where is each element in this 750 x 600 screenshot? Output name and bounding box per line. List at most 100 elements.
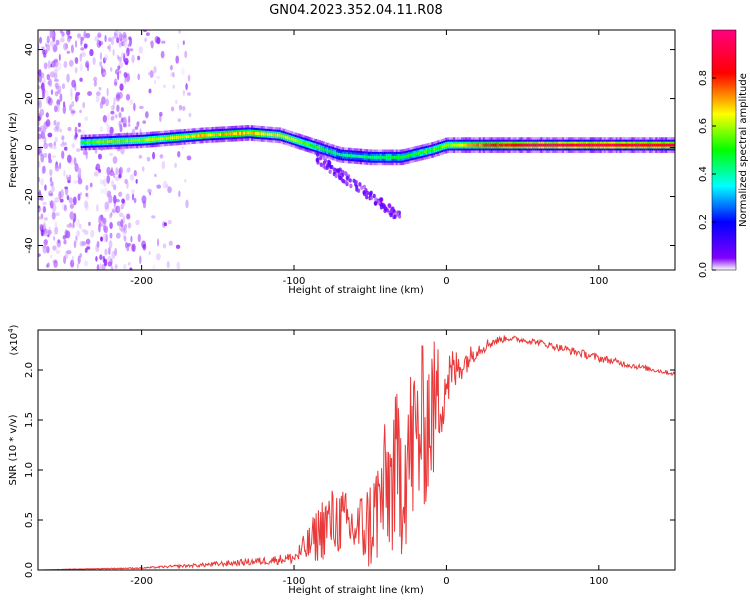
noise-speckle	[99, 179, 105, 185]
ridge-cell	[673, 143, 675, 147]
noise-speckle	[163, 222, 168, 227]
noise-speckle	[43, 152, 48, 158]
ridge-cell	[399, 155, 403, 159]
noise-speckle	[107, 112, 110, 122]
noise-speckle	[135, 178, 138, 184]
spectrogram-xlabel: Height of straight line (km)	[288, 285, 424, 296]
ridge-cell	[377, 155, 381, 159]
ridge-cell	[150, 138, 153, 141]
trail-speckle	[316, 160, 320, 165]
noise-speckle	[106, 124, 111, 133]
noise-speckle	[42, 90, 45, 100]
ridge-cell	[595, 143, 599, 147]
ridge-cell	[425, 149, 428, 153]
noise-speckle	[56, 121, 60, 126]
noise-speckle	[77, 193, 81, 201]
ridge-cell	[629, 143, 633, 147]
trail-speckle	[338, 175, 342, 180]
noise-speckle	[182, 105, 186, 112]
ridge-cell	[423, 150, 427, 154]
noise-speckle	[167, 186, 172, 194]
ridge-cell	[401, 155, 405, 159]
noise-speckle	[95, 244, 100, 253]
noise-speckle	[77, 167, 82, 177]
noise-speckle	[107, 45, 110, 50]
ridge-cell	[181, 135, 185, 139]
noise-speckle	[156, 37, 161, 45]
noise-speckle	[123, 34, 128, 42]
ridge-cell	[435, 147, 438, 151]
ridge-cell	[82, 141, 86, 145]
noise-speckle	[79, 192, 82, 196]
noise-speckle	[146, 156, 151, 162]
snr-xlabel: Height of straight line (km)	[288, 585, 424, 596]
noise-speckle	[153, 66, 157, 74]
noise-speckle	[134, 126, 139, 130]
ridge-cell	[258, 132, 262, 136]
noise-speckle	[48, 78, 53, 88]
noise-speckle	[133, 169, 137, 177]
noise-speckle	[172, 84, 175, 89]
ridge-cell	[270, 133, 274, 137]
spectrogram-frame	[37, 29, 676, 271]
noise-speckle	[135, 219, 140, 226]
noise-speckle	[65, 174, 69, 180]
ridge-cell	[312, 144, 316, 148]
ridge-cell	[165, 136, 169, 140]
ridge-cell	[209, 133, 213, 137]
ridge-cell	[548, 143, 551, 147]
noise-speckle	[162, 243, 167, 249]
noise-speckle	[106, 166, 111, 176]
noise-speckle	[42, 221, 47, 230]
ridge-cell	[494, 143, 498, 147]
ridge-cell	[292, 138, 296, 142]
noise-speckle	[113, 96, 116, 105]
noise-speckle	[104, 207, 109, 213]
noise-speckle	[185, 199, 189, 209]
ridge-cell	[229, 132, 232, 136]
noise-speckle	[172, 72, 175, 78]
noise-speckle	[53, 72, 58, 80]
noise-speckle	[95, 163, 101, 171]
noise-speckle	[98, 168, 102, 173]
noise-speckle	[51, 31, 55, 38]
noise-speckle	[62, 235, 67, 240]
noise-speckle	[38, 122, 41, 126]
ridge-cell	[221, 132, 224, 136]
noise-speckle	[49, 71, 55, 78]
noise-speckle	[98, 215, 102, 225]
ridge-cell	[278, 133, 282, 137]
ridge-cell	[667, 143, 670, 147]
ridge-cell	[474, 143, 478, 147]
noise-speckle	[97, 153, 102, 160]
noise-speckle	[54, 136, 58, 143]
ridge-cell	[579, 143, 583, 147]
ridge-cell	[470, 143, 474, 147]
noise-speckle	[53, 260, 58, 268]
ridge-cell	[350, 154, 353, 158]
noise-speckle	[76, 218, 80, 227]
ridge-cell	[336, 152, 339, 156]
noise-speckle	[61, 83, 66, 90]
noise-speckle	[79, 53, 83, 62]
noise-speckle	[94, 36, 99, 42]
noise-speckle	[43, 217, 48, 221]
noise-speckle	[142, 30, 148, 33]
ridge-cell	[488, 143, 492, 147]
ridge-cell	[459, 143, 462, 147]
noise-speckle	[79, 253, 83, 258]
noise-speckle	[128, 37, 133, 46]
noise-speckle	[149, 41, 153, 45]
noise-speckle	[79, 109, 82, 114]
noise-speckle	[181, 145, 185, 150]
noise-speckle	[109, 213, 112, 219]
ridge-cell	[256, 132, 260, 136]
noise-speckle	[43, 53, 47, 58]
noise-speckle	[129, 48, 134, 52]
noise-speckle	[149, 70, 154, 78]
noise-speckle	[79, 240, 85, 247]
ridge-cell	[215, 133, 218, 137]
noise-speckle	[38, 216, 42, 220]
ridge-cell	[609, 143, 613, 147]
snr-series-line	[38, 335, 675, 570]
